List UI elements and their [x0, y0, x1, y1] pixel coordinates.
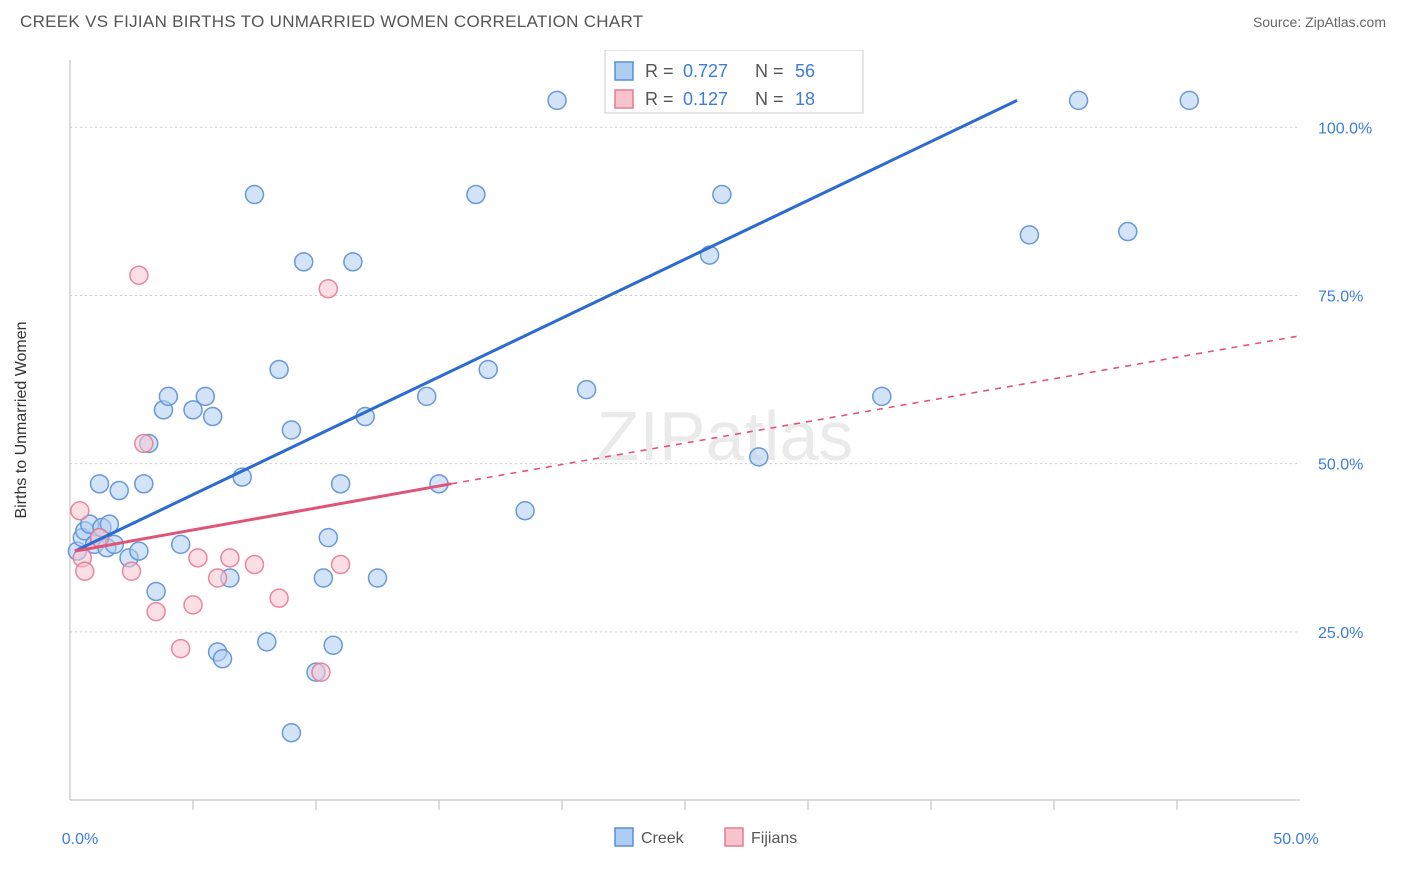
regression-extrapolation [451, 336, 1300, 484]
scatter-point [258, 633, 276, 651]
scatter-point [110, 482, 128, 500]
chart-title: CREEK VS FIJIAN BIRTHS TO UNMARRIED WOME… [20, 12, 643, 32]
scatter-point [295, 253, 313, 271]
scatter-point [91, 475, 109, 493]
scatter-point [1020, 226, 1038, 244]
scatter-point [76, 562, 94, 580]
legend-series-label: Creek [641, 830, 685, 847]
scatter-point [135, 475, 153, 493]
legend-r-label: R = [645, 89, 674, 109]
legend-r-value: 0.727 [683, 61, 728, 81]
scatter-point [214, 650, 232, 668]
scatter-point [548, 91, 566, 109]
legend-n-value: 18 [795, 89, 815, 109]
scatter-point [467, 186, 485, 204]
legend-r-label: R = [645, 61, 674, 81]
scatter-point [332, 556, 350, 574]
scatter-point [324, 636, 342, 654]
scatter-point [1180, 91, 1198, 109]
scatter-point [873, 387, 891, 405]
scatter-point [516, 502, 534, 520]
scatter-point [578, 381, 596, 399]
scatter-point [209, 569, 227, 587]
chart-source: Source: ZipAtlas.com [1253, 14, 1386, 30]
legend-swatch [615, 62, 633, 80]
correlation-legend [605, 50, 863, 113]
svg-text:25.0%: 25.0% [1318, 625, 1363, 642]
scatter-point [479, 360, 497, 378]
scatter-point [147, 582, 165, 600]
scatter-point [184, 401, 202, 419]
regression-line [75, 484, 451, 551]
scatter-chart: 25.0%50.0%75.0%100.0%0.0%50.0%ZIPatlasR … [60, 50, 1380, 830]
scatter-point [147, 603, 165, 621]
scatter-point [282, 724, 300, 742]
scatter-point [71, 502, 89, 520]
scatter-point [135, 434, 153, 452]
svg-text:0.0%: 0.0% [62, 831, 98, 848]
legend-swatch [615, 828, 633, 846]
scatter-point [314, 569, 332, 587]
scatter-point [130, 266, 148, 284]
scatter-point [172, 535, 190, 553]
scatter-point [270, 360, 288, 378]
scatter-point [246, 186, 264, 204]
scatter-point [159, 387, 177, 405]
scatter-point [344, 253, 362, 271]
scatter-point [123, 562, 141, 580]
scatter-point [418, 387, 436, 405]
scatter-point [172, 640, 190, 658]
legend-series-label: Fijians [751, 830, 797, 847]
scatter-point [332, 475, 350, 493]
svg-text:50.0%: 50.0% [1273, 831, 1318, 848]
scatter-point [130, 542, 148, 560]
svg-text:75.0%: 75.0% [1318, 288, 1363, 305]
legend-swatch [725, 828, 743, 846]
scatter-point [319, 280, 337, 298]
scatter-point [319, 529, 337, 547]
regression-line [75, 100, 1017, 551]
scatter-point [189, 549, 207, 567]
scatter-point [713, 186, 731, 204]
svg-text:50.0%: 50.0% [1318, 457, 1363, 474]
legend-n-value: 56 [795, 61, 815, 81]
scatter-point [750, 448, 768, 466]
y-axis-label: Births to Unmarried Women [13, 321, 31, 518]
legend-swatch [615, 90, 633, 108]
scatter-point [184, 596, 202, 614]
scatter-point [204, 408, 222, 426]
scatter-point [282, 421, 300, 439]
scatter-point [1119, 223, 1137, 241]
legend-n-label: N = [755, 61, 784, 81]
scatter-point [1070, 91, 1088, 109]
legend-n-label: N = [755, 89, 784, 109]
chart-header: CREEK VS FIJIAN BIRTHS TO UNMARRIED WOME… [0, 0, 1406, 40]
scatter-point [312, 663, 330, 681]
scatter-point [270, 589, 288, 607]
scatter-point [369, 569, 387, 587]
svg-text:100.0%: 100.0% [1318, 120, 1372, 137]
scatter-point [246, 556, 264, 574]
legend-r-value: 0.127 [683, 89, 728, 109]
scatter-point [221, 549, 239, 567]
